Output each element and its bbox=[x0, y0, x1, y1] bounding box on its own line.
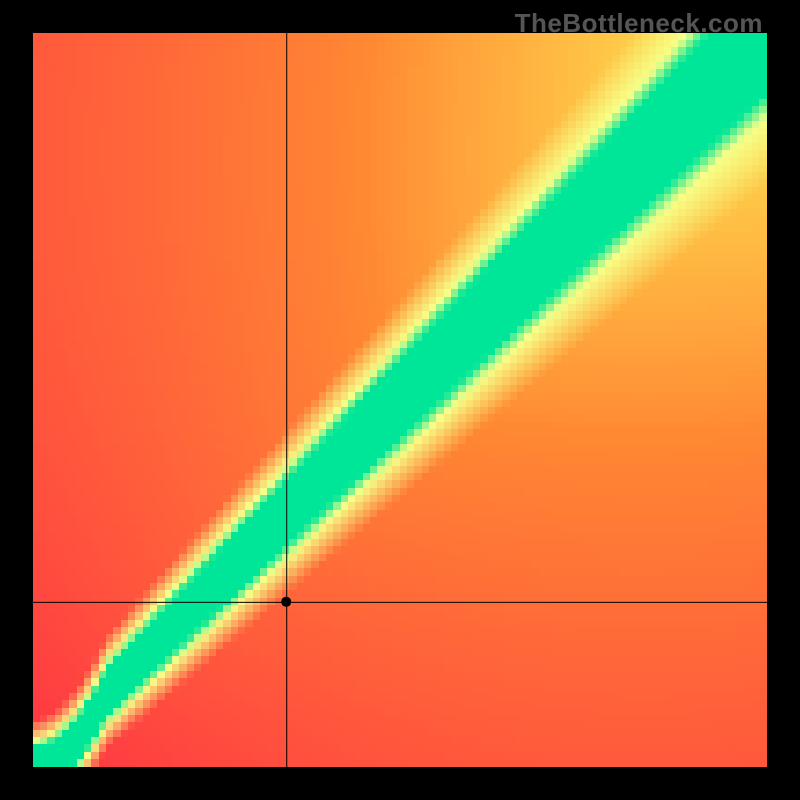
bottleneck-heatmap bbox=[33, 33, 767, 767]
chart-container: { "canvas": { "width": 800, "height": 80… bbox=[0, 0, 800, 800]
watermark-text: TheBottleneck.com bbox=[515, 8, 763, 39]
